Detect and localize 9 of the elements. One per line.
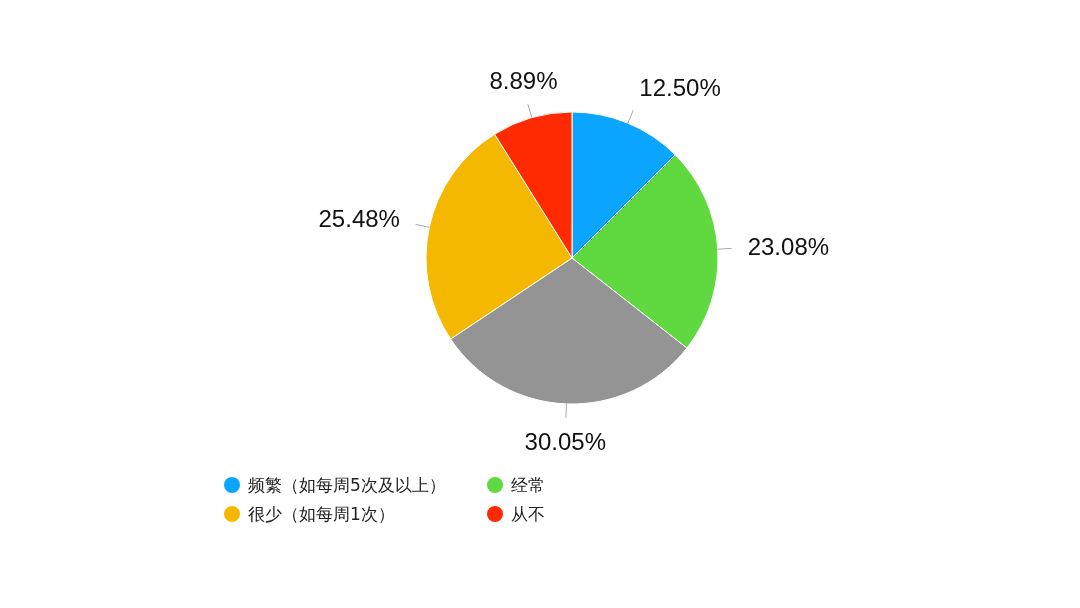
data-label: 25.48% <box>318 205 400 233</box>
data-label: 23.08% <box>747 232 830 260</box>
legend-label: 频繁（如每周5次及以上） <box>248 475 446 495</box>
data-label: 30.05% <box>524 427 607 455</box>
data-label: 8.89% <box>489 67 558 95</box>
data-label: 12.50% <box>639 74 721 102</box>
legend-label: 从不 <box>511 504 545 524</box>
legend-label: 经常 <box>511 475 545 495</box>
legend-label: 很少（如每周1次） <box>248 504 395 524</box>
